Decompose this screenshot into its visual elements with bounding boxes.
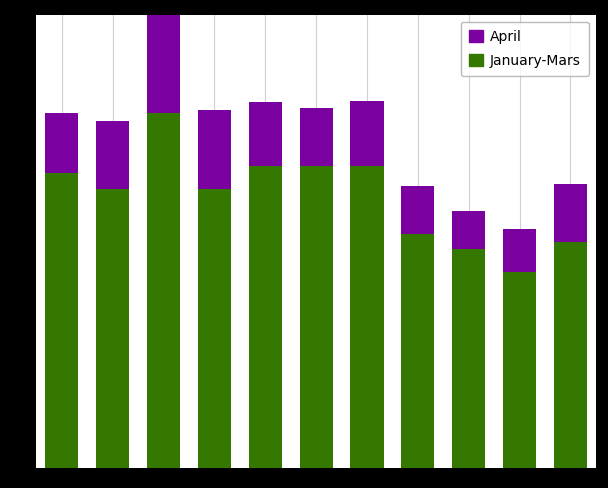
Bar: [503, 229, 536, 272]
Bar: [401, 185, 434, 234]
Bar: [96, 121, 130, 188]
Bar: [300, 108, 333, 166]
Bar: [198, 110, 231, 188]
Bar: [503, 272, 536, 468]
Bar: [452, 211, 485, 249]
Legend: April, January-Mars: April, January-Mars: [460, 21, 589, 76]
Bar: [554, 184, 587, 242]
Bar: [147, 0, 180, 113]
Bar: [249, 102, 282, 166]
Bar: [46, 173, 78, 468]
Bar: [46, 113, 78, 173]
Bar: [96, 188, 130, 468]
Bar: [350, 101, 384, 166]
Bar: [401, 234, 434, 468]
Bar: [554, 242, 587, 468]
Bar: [300, 166, 333, 468]
Bar: [452, 249, 485, 468]
Bar: [147, 113, 180, 468]
Bar: [350, 166, 384, 468]
Bar: [198, 188, 231, 468]
Bar: [249, 166, 282, 468]
